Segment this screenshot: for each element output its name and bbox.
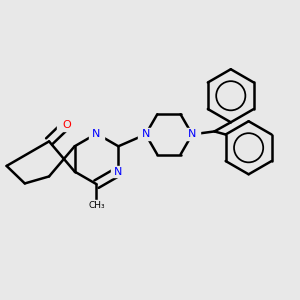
Text: N: N (92, 129, 101, 139)
Bar (89, 128, 104, 140)
Text: N: N (114, 167, 123, 176)
Text: N: N (188, 129, 196, 140)
Bar (87, 200, 106, 212)
Bar (111, 166, 126, 178)
Bar (138, 128, 153, 140)
Bar (57, 119, 75, 131)
Text: N: N (142, 129, 150, 140)
Text: CH₃: CH₃ (88, 201, 105, 210)
Bar (185, 128, 200, 140)
Text: O: O (62, 120, 71, 130)
